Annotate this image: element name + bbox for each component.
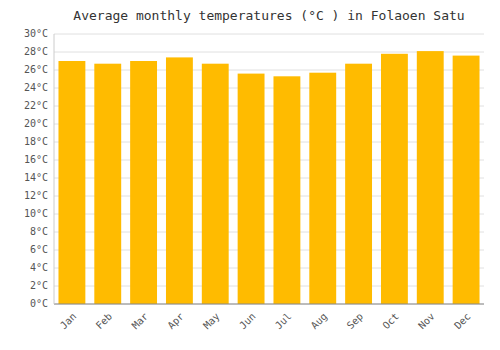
y-axis-line [54,34,55,304]
bars [58,51,479,304]
bar [94,64,121,304]
x-tick-label: Jan [58,311,79,332]
x-tick-label: Aug [309,311,330,332]
x-tick-label: Apr [165,311,186,332]
bar [130,61,157,304]
x-tick-labels: Jan Feb Mar Apr May Jun Jul Aug Sep Oct Nov Dec [58,311,473,332]
y-tick-label: 0°C [30,298,48,309]
y-tick-label: 12°C [24,190,48,201]
bar [453,56,480,304]
x-tick-label: Feb [94,311,115,332]
bar [273,76,300,304]
y-tick-label: 16°C [24,154,48,165]
x-tick-label: Jun [237,311,258,332]
x-tick-label: Sep [345,311,366,332]
grid-line [54,34,484,35]
chart: 0°C 2°C 4°C 6°C 8°C 10°C 12°C 14°C 16°C 18°C 20°C 2… [0,0,500,350]
y-tick-label: 18°C [24,136,48,147]
bar [58,61,85,304]
x-axis-line [54,304,484,305]
y-tick-label: 8°C [30,226,48,237]
y-tick-label: 22°C [24,100,48,111]
x-tick-label: Jul [273,311,294,332]
bar [202,64,229,304]
y-tick-label: 30°C [24,28,48,39]
x-tick-label: Mar [130,311,151,332]
x-tick-label: Nov [416,311,437,332]
title: Average monthly temperatures (°C ) in Fo… [73,8,464,23]
y-tick-label: 6°C [30,244,48,255]
y-tick-label: 2°C [30,280,48,291]
x-tick-label: Dec [452,311,473,332]
grid [54,34,484,304]
bar [166,57,193,304]
y-tick-label: 20°C [24,118,48,129]
bar [345,64,372,304]
y-tick-label: 10°C [24,208,48,219]
y-tick-labels: 0°C 2°C 4°C 6°C 8°C 10°C 12°C 14°C 16°C 18°C 20°C 2… [24,28,48,309]
grid-line [54,304,484,305]
bar [381,54,408,304]
y-tick-label: 24°C [24,82,48,93]
y-tick-label: 26°C [24,64,48,75]
x-tick-label: May [201,311,222,332]
y-tick-label: 28°C [24,46,48,57]
bar [309,73,336,304]
bar [238,74,265,304]
y-tick-label: 14°C [24,172,48,183]
bar [417,51,444,304]
y-tick-label: 4°C [30,262,48,273]
x-tick-label: Oct [380,311,401,332]
